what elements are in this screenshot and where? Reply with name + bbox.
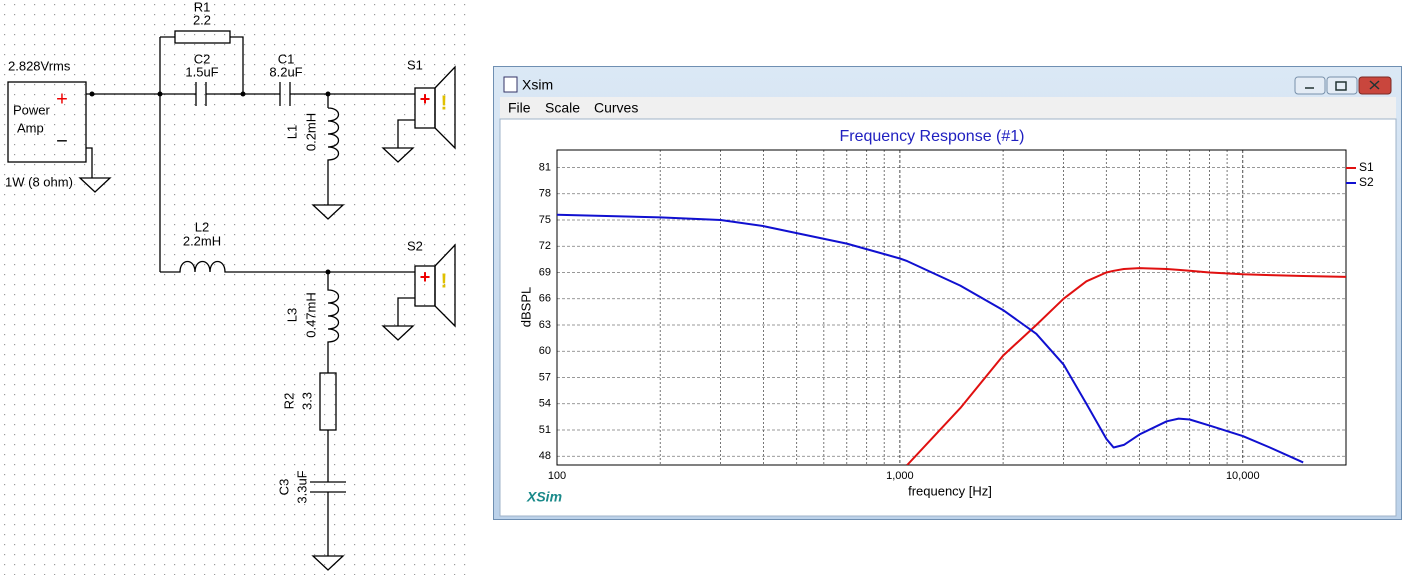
y-tick-label: 57 [539,371,551,383]
y-tick-label: 78 [539,188,551,200]
component-value: 2.2 [193,12,211,27]
speaker-name: S1 [407,57,423,72]
minimize-button[interactable] [1294,76,1326,95]
x-tick-label: 10,000 [1226,470,1260,482]
component-value: 8.2uF [269,64,302,79]
y-tick-label: 54 [539,398,551,410]
component-value: 3.3uF [294,470,309,503]
component-name: C2 [194,51,211,66]
warning: ! [441,92,448,114]
speaker-name: S2 [407,238,423,253]
source-label: Amp [17,120,44,135]
x-tick-label: 1,000 [886,470,914,482]
y-tick-label: 51 [539,424,551,436]
brand: XSim [526,489,562,505]
y-tick-label: 60 [539,345,551,357]
component-name: R1 [194,0,211,14]
menu-item[interactable]: Curves [594,100,638,116]
source-label: Power [13,102,51,117]
minus-sign: − [56,130,68,152]
component-name: L1 [284,125,299,139]
plus-sign: + [56,88,68,110]
component-name: L2 [195,219,209,234]
x-tick-label: 100 [548,470,566,482]
component-name: C1 [278,51,295,66]
menu-item[interactable]: File [508,100,531,116]
source-rating: 1W (8 ohm) [5,174,73,189]
y-tick-label: 81 [539,161,551,173]
plot-frame [556,149,1347,466]
component-name: R2 [281,393,296,410]
component-value: 0.2mH [303,113,318,151]
plus-sign: + [420,267,431,287]
component-name: C3 [276,479,291,496]
y-tick-label: 48 [539,450,551,462]
component-value: 1.5uF [185,64,218,79]
window-title: Xsim [522,77,553,93]
y-tick-label: 75 [539,214,551,226]
component-value: 3.3 [299,392,314,410]
component-value: 0.47mH [303,292,318,338]
schematic: 2.828Vrms Power Amp + − 1W (8 ohm) R1 2.… [0,0,470,575]
legend-label: S2 [1359,175,1374,189]
y-tick-label: 69 [539,266,551,278]
y-tick-label: 63 [539,319,551,331]
maximize-button[interactable] [1326,76,1358,95]
component-value: 2.2mH [183,233,221,248]
y-tick-label: 66 [539,293,551,305]
component-name: L3 [284,308,299,322]
warning: ! [441,270,448,292]
menu-item[interactable]: Scale [545,100,580,116]
source-voltage: 2.828Vrms [8,58,71,73]
y-tick-label: 72 [539,240,551,252]
window: Xsim File Scale Curves XSim Frequency Re… [493,66,1402,520]
series-line [557,213,1304,464]
y-axis-label: dBSPL [518,287,533,327]
x-axis-label: frequency [Hz] [908,483,992,498]
chart-title: Frequency Response (#1) [840,128,1025,145]
legend-label: S1 [1359,160,1374,174]
plus-sign: + [420,89,431,109]
